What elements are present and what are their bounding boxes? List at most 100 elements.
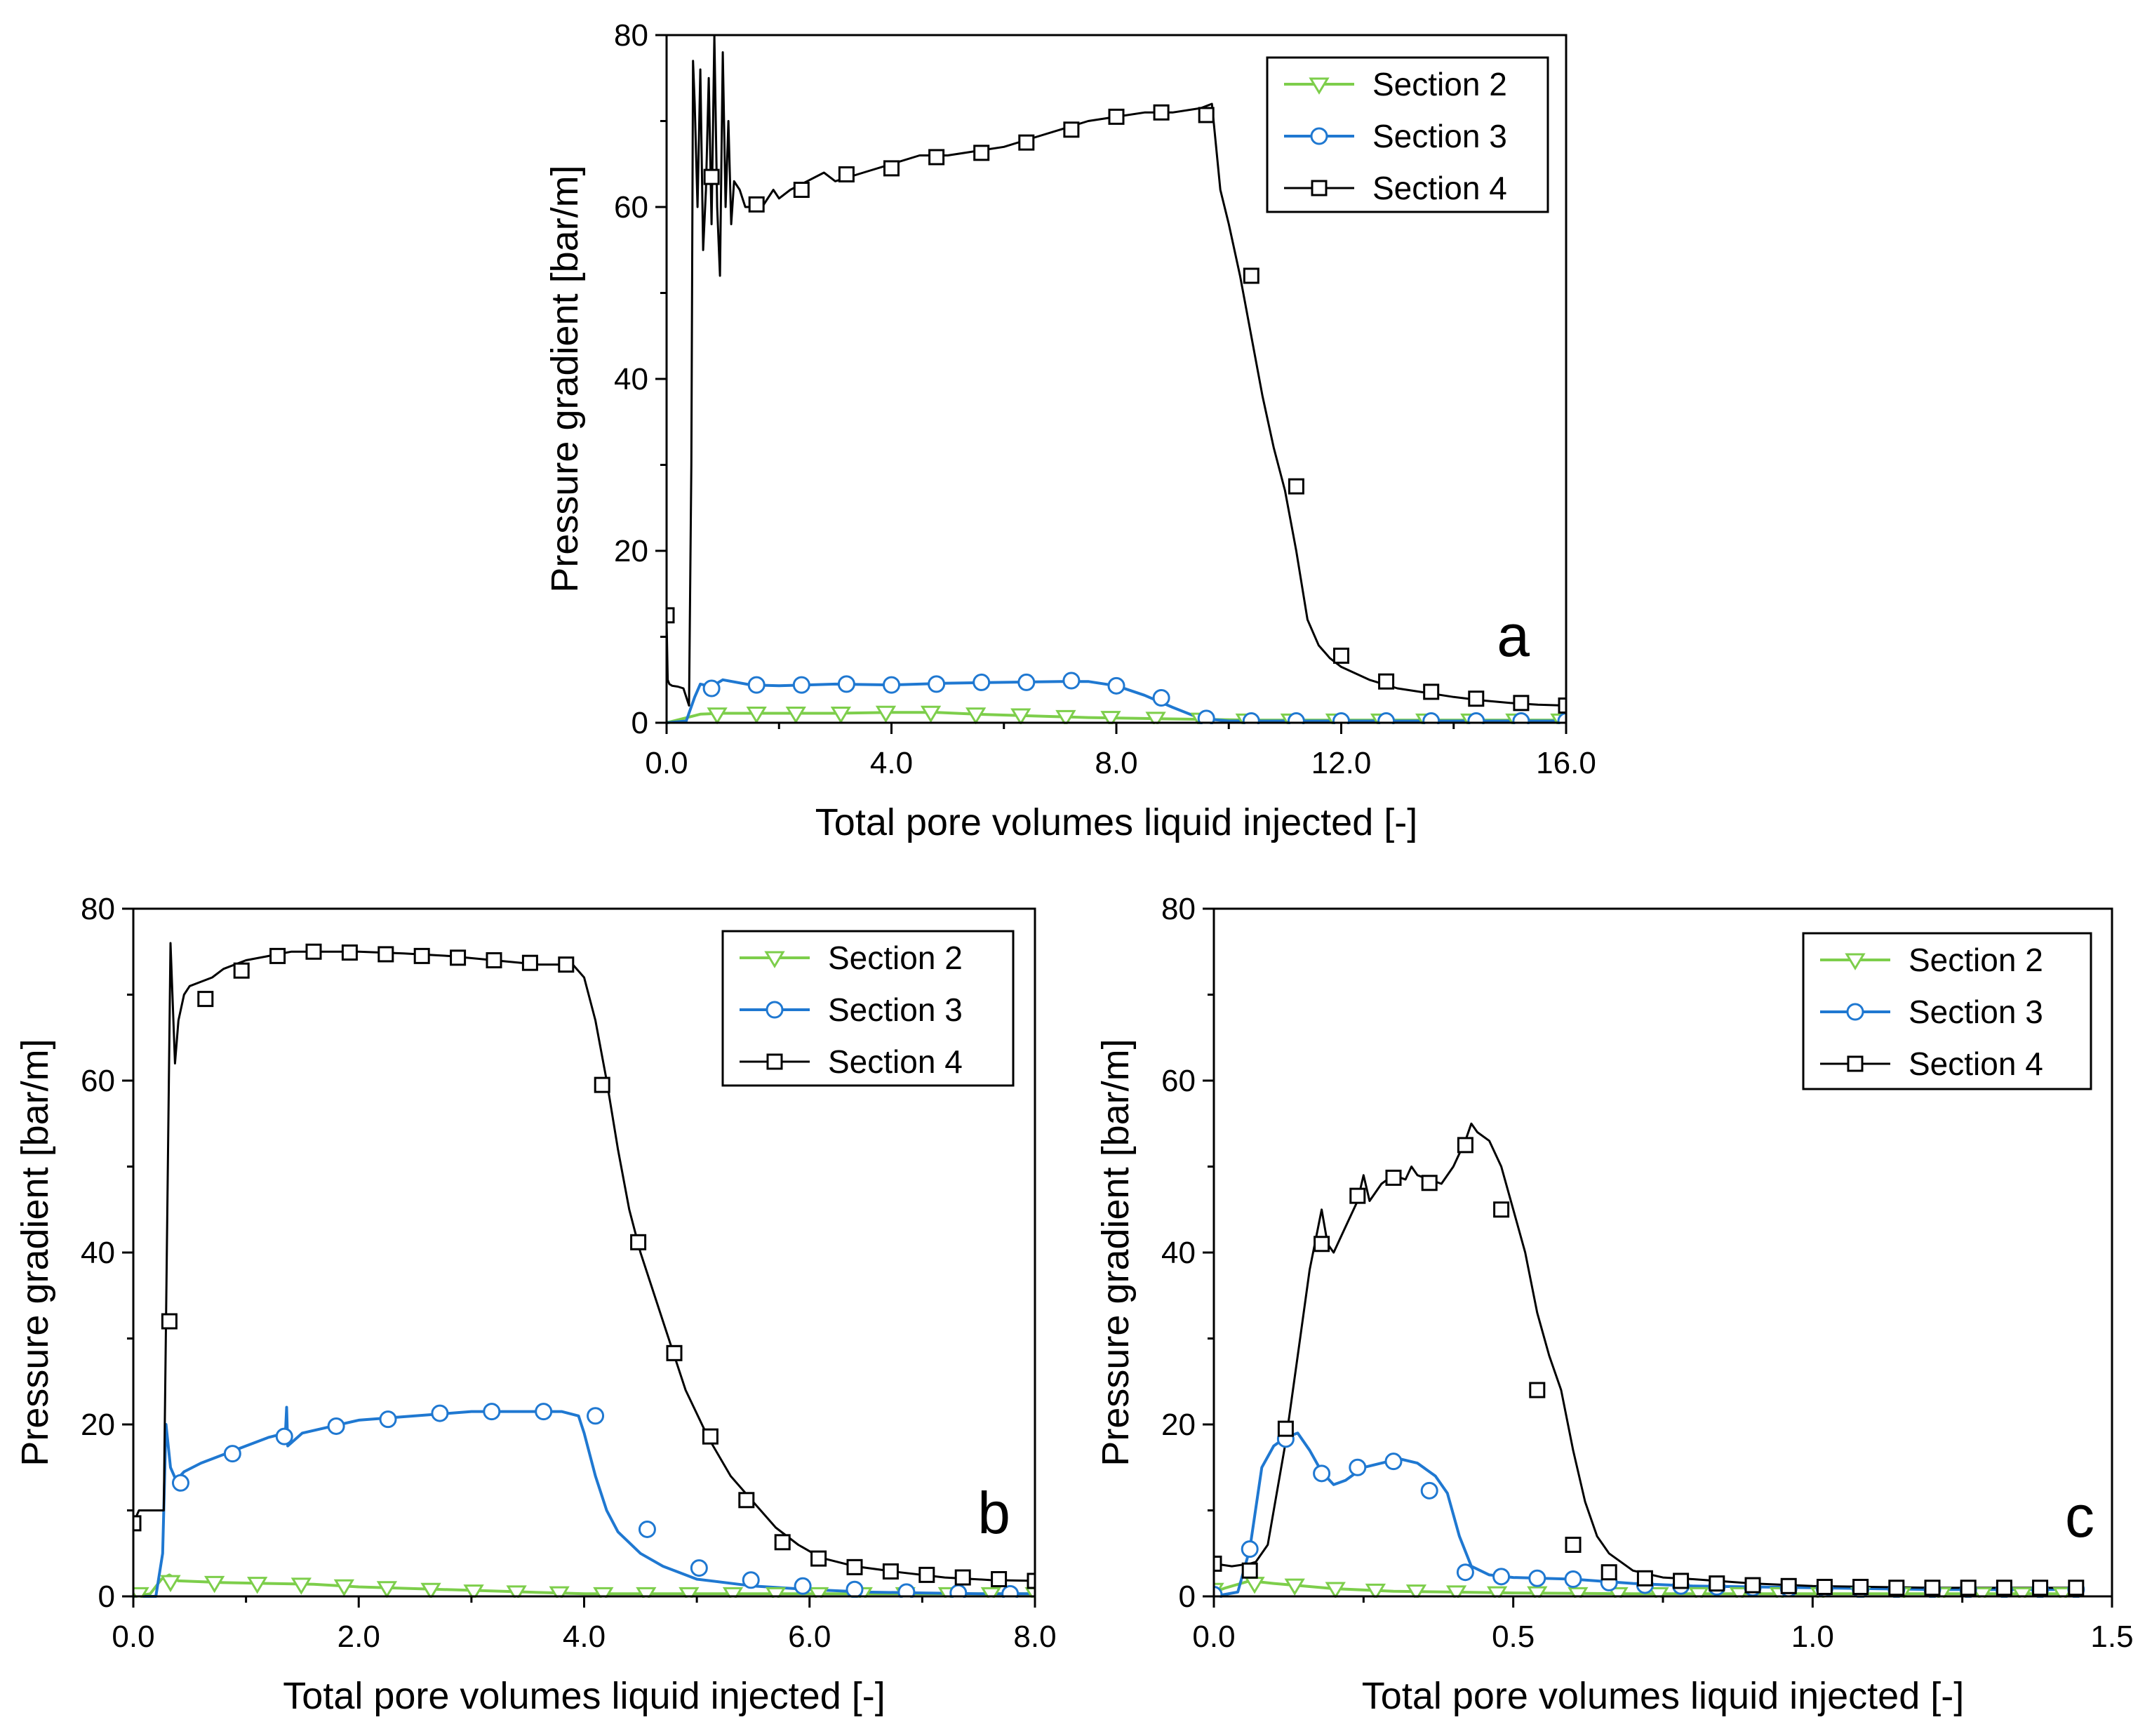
data-point-section2 bbox=[1325, 1582, 1346, 1598]
data-point-section4 bbox=[846, 1558, 863, 1575]
data-point-section3 bbox=[1017, 673, 1036, 691]
data-point-section2 bbox=[1145, 712, 1166, 724]
data-point-section4 bbox=[1996, 1580, 2012, 1596]
data-point-section3 bbox=[846, 1580, 864, 1598]
data-point-section3 bbox=[327, 1417, 345, 1435]
data-point-section3 bbox=[431, 1404, 449, 1422]
y-tick-label: 40 bbox=[81, 1236, 115, 1270]
data-point-section4 bbox=[521, 954, 538, 971]
data-point-section2 bbox=[1568, 1587, 1589, 1598]
panel-letter: b bbox=[977, 1480, 1010, 1546]
data-point-section2 bbox=[1100, 711, 1121, 724]
data-point-section4 bbox=[377, 946, 394, 963]
data-point-section4 bbox=[1529, 1382, 1546, 1398]
y-tick-label: 60 bbox=[81, 1064, 115, 1098]
data-point-section4 bbox=[1314, 1236, 1330, 1253]
y-tick-label: 40 bbox=[1161, 1236, 1196, 1270]
data-point-section4 bbox=[918, 1566, 935, 1583]
data-point-section4 bbox=[1027, 1573, 1035, 1589]
data-point-section4 bbox=[1960, 1580, 1977, 1596]
data-point-section4 bbox=[1378, 673, 1395, 690]
data-point-section2 bbox=[2052, 1587, 2073, 1598]
legend-marker-section4 bbox=[1311, 180, 1328, 196]
data-point-section3 bbox=[1241, 1540, 1259, 1558]
data-point-section4 bbox=[1513, 695, 1530, 712]
y-axis-title: Pressure gradient [bar/m] bbox=[1095, 1039, 1137, 1466]
legend-label-section3: Section 3 bbox=[1909, 994, 2043, 1030]
series-line-section4 bbox=[1214, 1122, 2083, 1589]
legend-label-section3: Section 3 bbox=[1372, 118, 1507, 154]
data-point-section2 bbox=[1486, 1586, 1508, 1598]
data-point-section3 bbox=[1557, 712, 1566, 724]
x-axis-title: Total pore volumes liquid injected [-] bbox=[815, 801, 1417, 843]
data-point-section4 bbox=[1333, 647, 1349, 664]
x-tick-label: 0.0 bbox=[645, 746, 688, 780]
data-point-section2 bbox=[722, 1587, 744, 1598]
data-point-section2 bbox=[160, 1575, 181, 1593]
data-point-section2 bbox=[808, 1587, 829, 1598]
data-point-section3 bbox=[638, 1520, 656, 1538]
chart-panel-a: 0.0 4.0 8.0 12.0 16.0 0 20 40 60 80 Total pore vol… bbox=[544, 18, 1596, 843]
data-point-section2 bbox=[463, 1584, 484, 1598]
x-axis-title: Total pore volumes liquid injected [-] bbox=[283, 1675, 885, 1717]
data-point-section2 bbox=[636, 1587, 657, 1598]
data-point-section4 bbox=[161, 1313, 178, 1330]
data-point-section4 bbox=[1673, 1573, 1690, 1589]
data-point-section2 bbox=[1527, 1586, 1548, 1598]
data-point-section4 bbox=[413, 947, 430, 964]
legend-label-section2: Section 2 bbox=[1909, 942, 2043, 978]
data-point-section2 bbox=[290, 1577, 312, 1595]
data-point-section2 bbox=[247, 1577, 268, 1594]
series-line-section4 bbox=[667, 34, 1566, 707]
y-tick-label: 0 bbox=[1179, 1580, 1196, 1614]
data-point-section2 bbox=[506, 1585, 527, 1598]
y-tick-label: 0 bbox=[631, 706, 648, 740]
data-point-section2 bbox=[679, 1587, 700, 1598]
data-point-section3 bbox=[690, 1559, 708, 1577]
x-tick-label: 8.0 bbox=[1013, 1620, 1056, 1654]
data-point-section3 bbox=[702, 679, 721, 697]
x-tick-label: 12.0 bbox=[1311, 746, 1372, 780]
data-point-section4 bbox=[1018, 134, 1035, 151]
data-point-section4 bbox=[1744, 1577, 1761, 1594]
data-point-section2 bbox=[980, 1587, 1002, 1598]
legend-marker-section3 bbox=[766, 1001, 784, 1019]
data-point-section2 bbox=[1055, 709, 1076, 724]
data-point-section2 bbox=[830, 707, 852, 724]
legend-marker-section2 bbox=[1845, 953, 1866, 970]
data-point-section2 bbox=[204, 1575, 225, 1594]
data-point-section2 bbox=[1648, 1587, 1669, 1598]
y-tick-label: 80 bbox=[614, 18, 648, 53]
data-point-section4 bbox=[133, 1515, 142, 1532]
data-point-section4 bbox=[1780, 1577, 1797, 1594]
data-point-section4 bbox=[1421, 1175, 1438, 1191]
data-point-section3 bbox=[1377, 712, 1396, 724]
data-point-section3 bbox=[792, 676, 810, 694]
data-point-section4 bbox=[1888, 1580, 1905, 1596]
data-point-section3 bbox=[973, 673, 991, 691]
data-point-section2 bbox=[2012, 1587, 2033, 1598]
data-point-section2 bbox=[920, 705, 942, 723]
data-point-section3 bbox=[742, 1571, 760, 1589]
data-point-section3 bbox=[483, 1403, 501, 1421]
y-tick-label: 20 bbox=[614, 534, 648, 568]
legend-label-section4: Section 4 bbox=[1372, 170, 1507, 206]
data-point-section4 bbox=[1709, 1575, 1725, 1592]
data-point-section4 bbox=[1852, 1579, 1869, 1596]
data-point-section4 bbox=[1214, 1555, 1222, 1572]
data-point-section4 bbox=[1558, 697, 1566, 714]
y-tick-label: 20 bbox=[81, 1408, 115, 1442]
data-point-section4 bbox=[630, 1234, 647, 1250]
data-point-section4 bbox=[1385, 1169, 1402, 1186]
data-point-section3 bbox=[1384, 1453, 1403, 1471]
data-point-section4 bbox=[1198, 107, 1215, 123]
data-point-section4 bbox=[1063, 121, 1080, 138]
data-point-section3 bbox=[837, 675, 855, 693]
panel-letter: c bbox=[2065, 1483, 2094, 1549]
plot-area bbox=[133, 942, 1035, 1598]
data-point-section3 bbox=[1492, 1568, 1511, 1586]
data-point-section4 bbox=[1457, 1137, 1473, 1154]
data-point-section3 bbox=[1420, 1481, 1438, 1500]
data-point-section3 bbox=[1001, 1584, 1020, 1598]
data-point-section3 bbox=[223, 1445, 241, 1463]
